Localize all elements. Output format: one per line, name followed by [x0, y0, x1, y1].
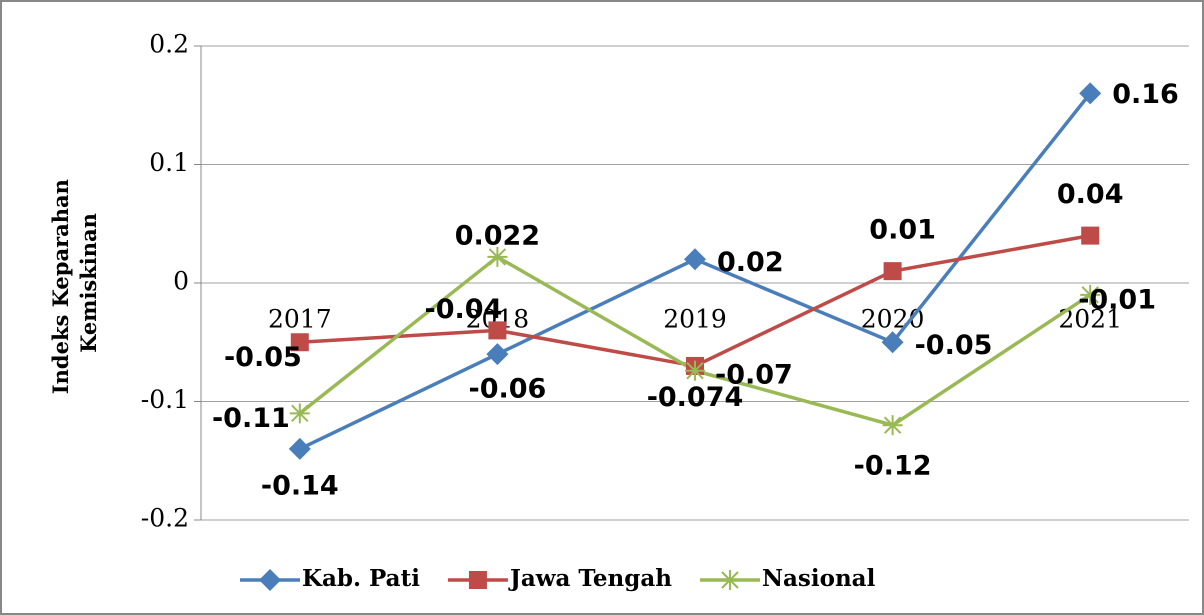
y-tick-label: 0 [173, 267, 189, 296]
marker [883, 262, 902, 281]
y-axis-title-line: Indeks Keparahan [48, 179, 73, 394]
marker [468, 571, 487, 589]
marker [488, 321, 507, 340]
x-tick-label: 2019 [663, 305, 727, 334]
marker-stroke [488, 248, 507, 266]
data-label: -0.05 [915, 330, 993, 361]
data-label: 0.01 [869, 215, 936, 246]
data-label: -0.01 [1078, 284, 1156, 315]
marker-stroke [1081, 286, 1099, 304]
marker [684, 248, 706, 271]
marker [486, 343, 509, 366]
marker [289, 403, 310, 424]
marker [719, 570, 740, 590]
legend-label: Nasional [762, 565, 876, 592]
y-tick-label: -0.2 [141, 504, 189, 533]
marker [1079, 82, 1102, 105]
marker-stroke [686, 361, 704, 380]
data-label: -0.14 [261, 470, 339, 501]
legend-label: Jawa Tengah [508, 565, 672, 592]
marker [290, 333, 309, 352]
data-label: -0.11 [212, 403, 290, 434]
marker-stroke [721, 571, 739, 589]
data-label: 0.022 [455, 220, 540, 251]
y-tick-label: 0.2 [149, 30, 189, 59]
marker [259, 569, 281, 591]
y-tick-label: 0.1 [149, 148, 189, 177]
data-label: -0.12 [854, 451, 932, 482]
data-label: 0.04 [1057, 179, 1124, 210]
marker-stroke [883, 416, 902, 434]
x-tick-label: 2020 [861, 305, 925, 334]
marker [288, 437, 311, 460]
legend-label: Kab. Pati [302, 565, 420, 592]
marker [1081, 226, 1100, 245]
data-label: 0.16 [1112, 79, 1179, 110]
marker-stroke [291, 404, 309, 423]
marker [685, 360, 705, 381]
x-tick-label: 2017 [268, 305, 332, 334]
data-label: 0.02 [717, 247, 784, 278]
marker [881, 331, 904, 354]
data-label: -0.07 [715, 359, 793, 390]
y-tick-label: -0.1 [141, 385, 189, 414]
marker [1080, 284, 1101, 305]
data-label: -0.06 [468, 374, 546, 405]
data-label: -0.074 [647, 382, 744, 413]
data-label: -0.05 [224, 342, 302, 373]
marker [882, 415, 903, 436]
data-label: -0.04 [424, 294, 502, 325]
marker [487, 246, 508, 267]
y-axis-title-line: Kemiskinan [76, 213, 101, 353]
y-axis-title: Indeks Keparahan Kemiskinan [48, 172, 101, 394]
